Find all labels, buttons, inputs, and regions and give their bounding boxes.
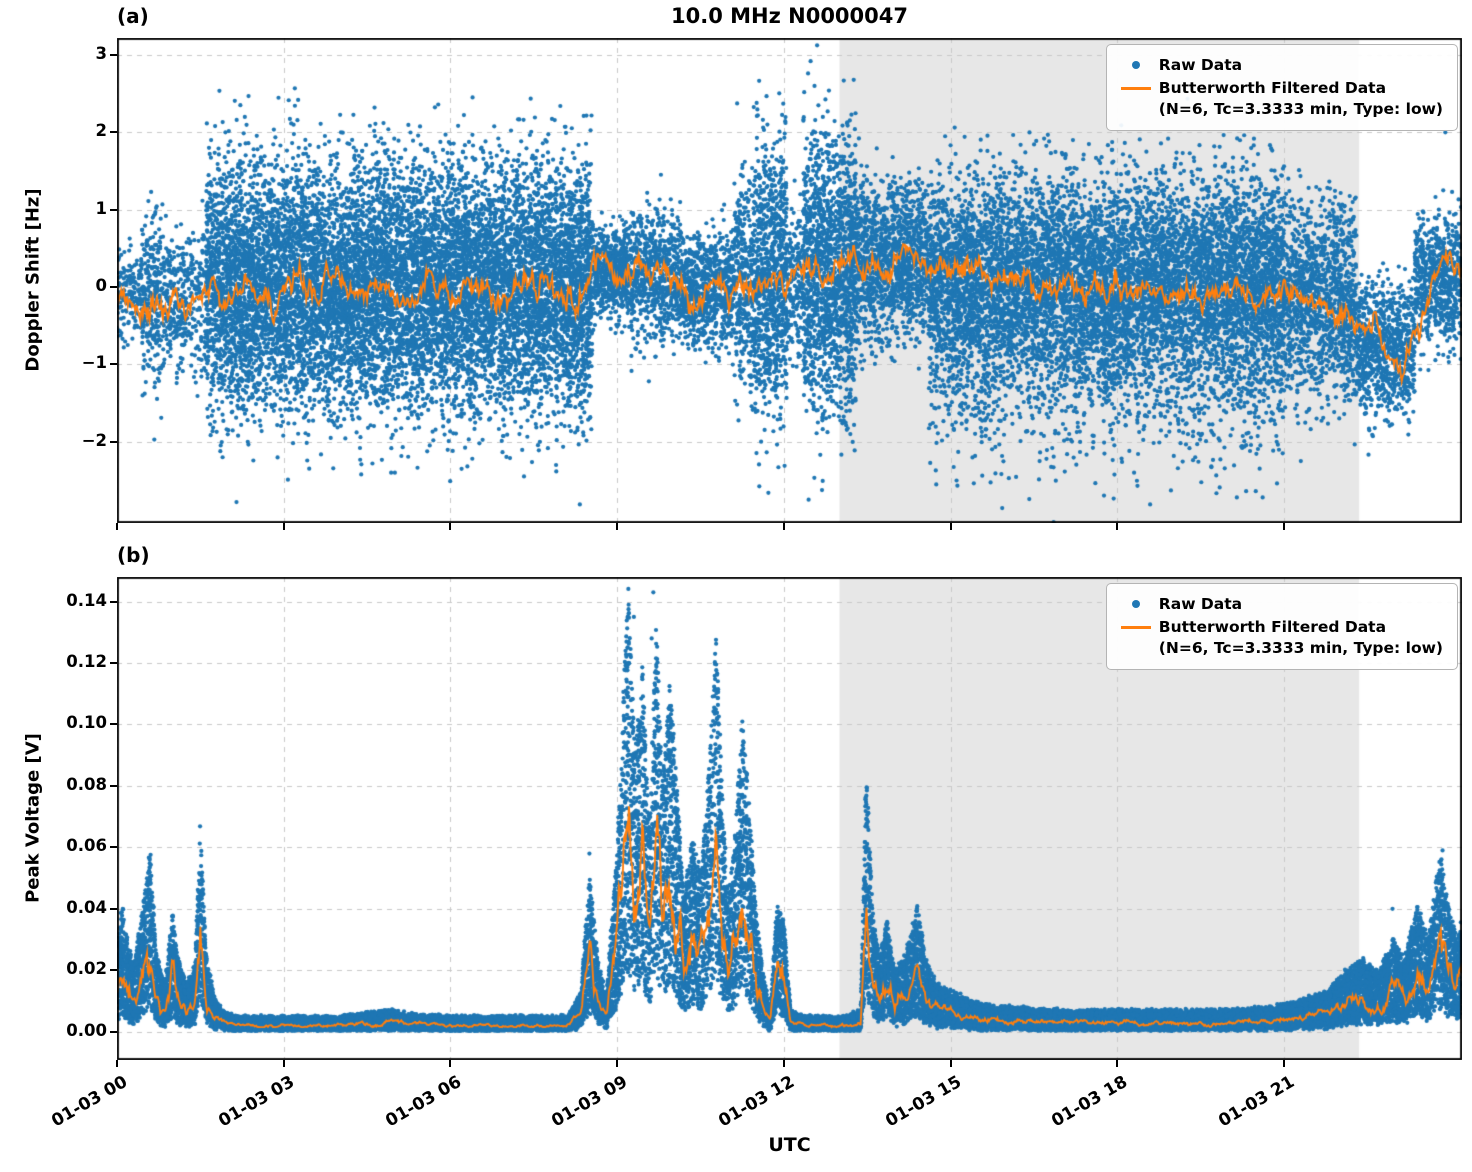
raw-data-marker-icon xyxy=(1131,61,1140,69)
y-tick-mark xyxy=(110,784,117,787)
x-tick-mark xyxy=(116,1060,118,1067)
y-tick-label: 0.06 xyxy=(66,836,107,856)
y-tick-label: 0.02 xyxy=(66,959,107,979)
legend-raw-label: Raw Data xyxy=(1158,56,1243,74)
x-tick-mark xyxy=(782,1060,785,1067)
y-tick-mark xyxy=(110,54,117,57)
legend-filtered-label: Butterworth Filtered Data xyxy=(1158,78,1387,97)
y-tick-label: 0.12 xyxy=(66,652,107,672)
x-tick-mark xyxy=(449,523,452,530)
x-tick-mark xyxy=(1116,1060,1119,1067)
y-tick-mark xyxy=(110,723,117,726)
legend-raw-entry: Raw Data xyxy=(1113,594,1443,615)
raw-data-marker-icon xyxy=(1131,600,1140,608)
y-tick-mark xyxy=(110,907,117,910)
y-tick-label: 0.04 xyxy=(66,897,107,917)
x-tick-mark xyxy=(949,523,952,530)
filtered-line-marker-icon xyxy=(1120,625,1151,629)
legend-filtered-label: Butterworth Filtered Data xyxy=(1158,617,1387,636)
x-tick-mark xyxy=(1283,1060,1286,1067)
chart-title: 10.0 MHz N0000047 xyxy=(671,4,908,28)
legend-filtered-entry: Butterworth Filtered Data (N=6, Tc=3.333… xyxy=(1113,78,1443,120)
legend-raw-entry: Raw Data xyxy=(1113,55,1443,76)
y-tick-label: 0.08 xyxy=(66,774,107,794)
y-tick-mark xyxy=(110,286,117,289)
x-tick-mark xyxy=(782,523,785,530)
y-tick-mark xyxy=(110,846,117,849)
x-tick-mark xyxy=(116,523,118,530)
legend-panel-b: Raw Data Butterworth Filtered Data (N=6,… xyxy=(1105,583,1458,670)
y-tick-label: 0.14 xyxy=(66,590,107,610)
y-tick-label: 2 xyxy=(95,121,107,141)
y-tick-label: 1 xyxy=(95,198,107,218)
y-tick-mark xyxy=(110,363,117,366)
filtered-line-marker-icon xyxy=(1120,86,1151,90)
y-tick-mark xyxy=(110,1030,117,1033)
voltage-y-axis-label: Peak Voltage [V] xyxy=(22,733,44,903)
x-tick-mark xyxy=(282,1060,285,1067)
x-tick-mark xyxy=(949,1060,952,1067)
y-tick-mark xyxy=(110,208,117,211)
y-tick-mark xyxy=(110,131,117,134)
y-tick-mark xyxy=(110,662,117,665)
y-tick-mark xyxy=(110,969,117,972)
y-tick-label: 0.00 xyxy=(66,1020,107,1040)
legend-raw-label: Raw Data xyxy=(1158,595,1243,613)
panel-a-label: (a) xyxy=(117,4,149,28)
y-tick-label: 3 xyxy=(95,44,107,64)
x-tick-mark xyxy=(282,523,285,530)
y-tick-label: −1 xyxy=(81,353,107,373)
y-tick-mark xyxy=(110,440,117,443)
legend-filtered-entry: Butterworth Filtered Data (N=6, Tc=3.333… xyxy=(1113,617,1443,659)
x-tick-mark xyxy=(616,523,619,530)
x-axis-label: UTC xyxy=(768,1134,811,1156)
x-tick-mark xyxy=(449,1060,452,1067)
x-tick-mark xyxy=(616,1060,619,1067)
x-tick-mark xyxy=(1283,523,1286,530)
legend-filtered-sublabel: (N=6, Tc=3.3333 min, Type: low) xyxy=(1158,99,1443,118)
panel-b-label: (b) xyxy=(117,543,150,567)
legend-filtered-sublabel: (N=6, Tc=3.3333 min, Type: low) xyxy=(1158,638,1443,657)
x-tick-mark xyxy=(1116,523,1119,530)
y-tick-label: 0.10 xyxy=(66,713,107,733)
y-tick-mark xyxy=(110,600,117,603)
legend-panel-a: Raw Data Butterworth Filtered Data (N=6,… xyxy=(1105,44,1458,131)
y-tick-label: −2 xyxy=(81,430,107,450)
y-tick-label: 0 xyxy=(95,276,107,296)
